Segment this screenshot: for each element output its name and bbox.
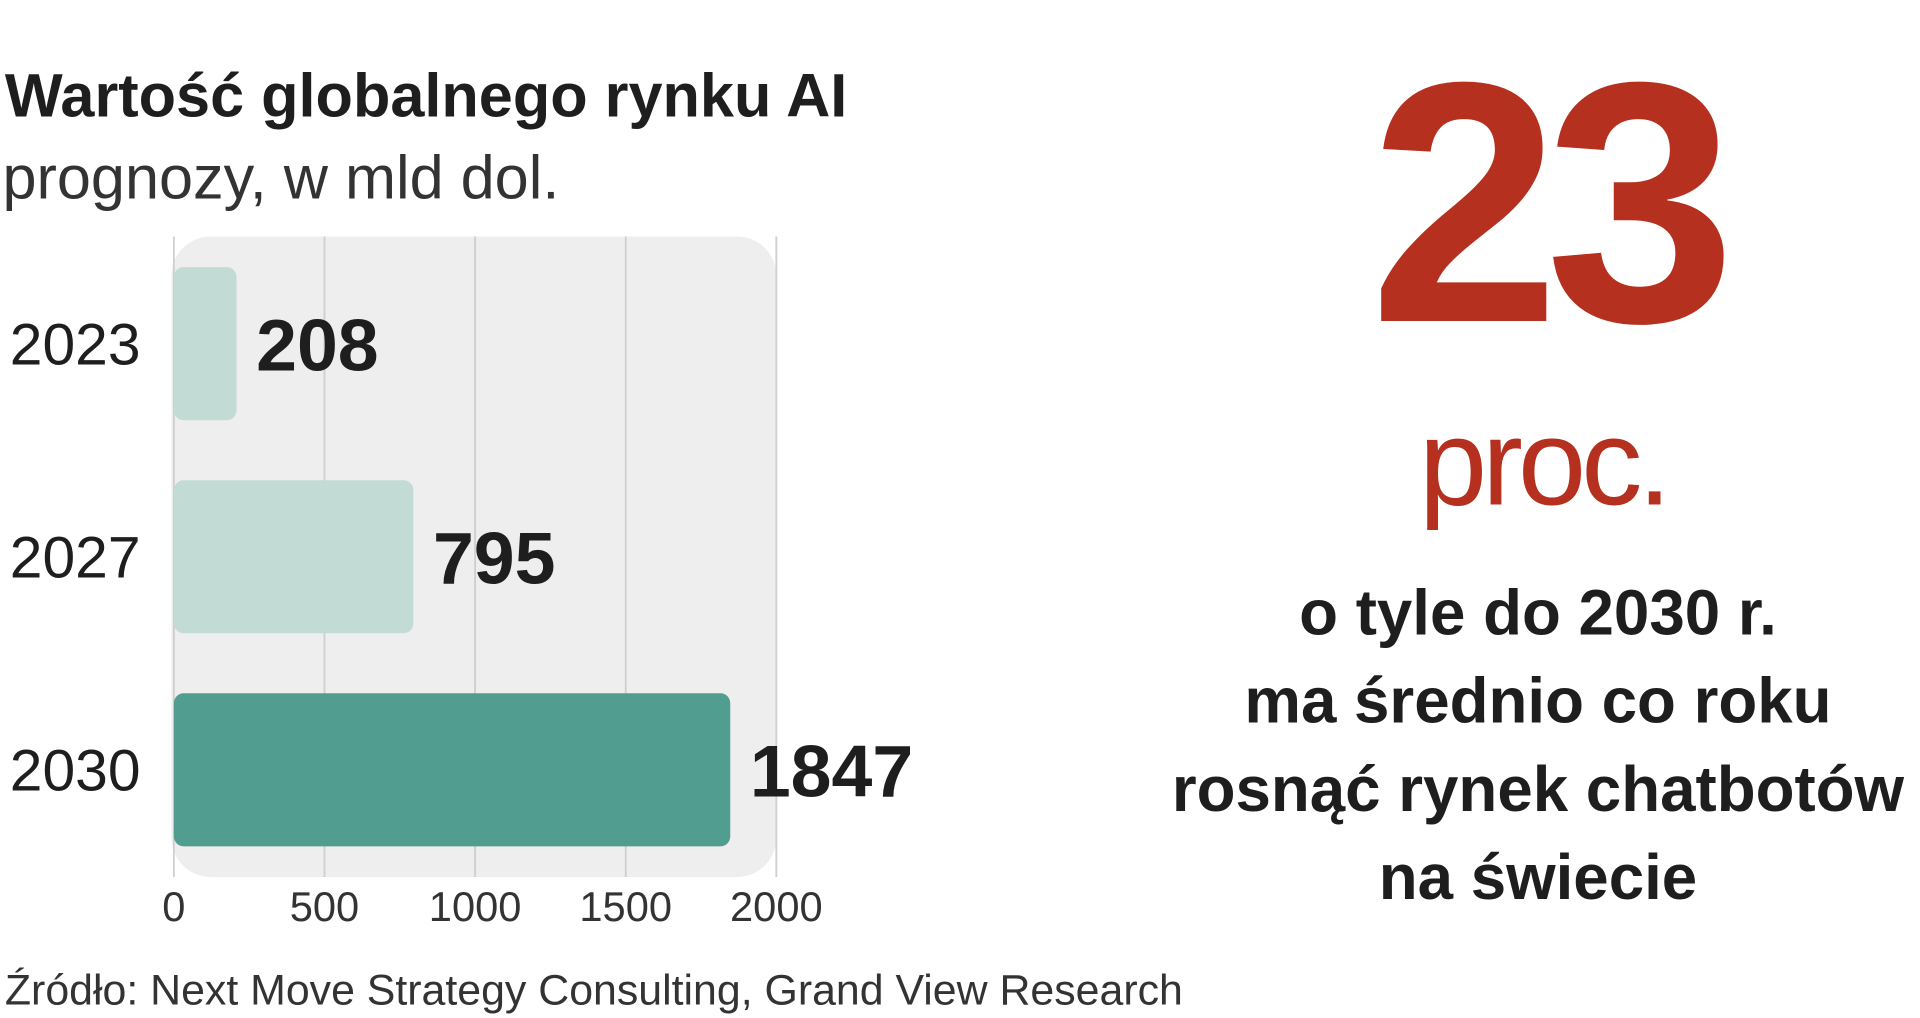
x-tick-label: 500 — [290, 883, 359, 930]
bar — [173, 480, 414, 634]
callout-line: ma średnio co roku — [1244, 666, 1831, 737]
callout-line: rosnąć rynek chatbotów — [1172, 754, 1905, 825]
x-tick-label: 1500 — [579, 883, 672, 930]
x-tick-label: 1000 — [429, 883, 522, 930]
callout-number: 23 — [1369, 11, 1727, 394]
chart-title: Wartość globalnego rynku AI — [5, 62, 847, 130]
callout-line: na świecie — [1379, 842, 1697, 913]
callout-unit: proc. — [1419, 394, 1667, 531]
value-label: 208 — [256, 304, 379, 387]
bar — [173, 693, 731, 847]
callout-line: o tyle do 2030 r. — [1299, 578, 1777, 649]
y-tick-label: 2023 — [10, 313, 141, 378]
y-tick-label: 2030 — [10, 739, 141, 804]
x-tick-label: 2000 — [730, 883, 823, 930]
bar — [173, 267, 237, 421]
y-tick-label: 2027 — [10, 526, 141, 591]
source-note: Źródło: Next Move Strategy Consulting, G… — [5, 966, 1183, 1014]
callout-text: o tyle do 2030 r. ma średnio co roku rosną… — [1172, 578, 1905, 913]
bars — [173, 267, 731, 847]
x-tick-label: 0 — [162, 883, 185, 930]
chart-subtitle: prognozy, w mld dol. — [2, 144, 559, 212]
value-label: 795 — [433, 517, 556, 600]
value-label: 1847 — [750, 730, 913, 813]
